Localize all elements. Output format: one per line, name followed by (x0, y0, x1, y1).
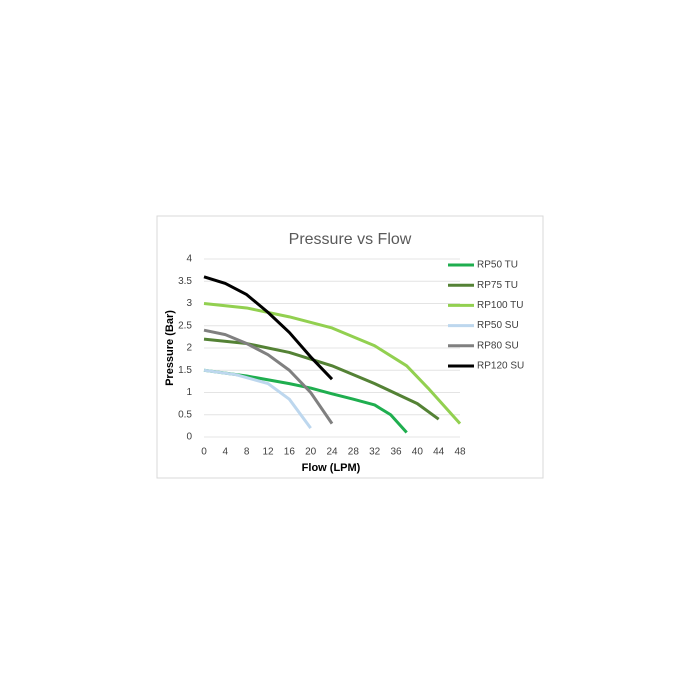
series-line (203, 302, 462, 425)
y-tick-label: 3 (186, 298, 192, 309)
legend-label: RP50 SU (477, 320, 519, 331)
y-axis-title: Pressure (Bar) (164, 310, 176, 386)
y-tick-label: 0 (186, 432, 192, 443)
legend-label: RP100 TU (477, 300, 524, 311)
x-tick-label: 32 (369, 447, 381, 458)
chart-title: Pressure vs Flow (289, 231, 412, 248)
legend-label: RP75 TU (477, 280, 518, 291)
x-tick-label: 36 (390, 447, 402, 458)
x-tick-label: 24 (326, 447, 338, 458)
legend-label: RP120 SU (477, 361, 524, 372)
x-tick-label: 16 (284, 447, 296, 458)
y-tick-label: 2.5 (178, 320, 192, 331)
x-tick-label: 20 (305, 447, 317, 458)
y-tick-label: 2 (186, 343, 192, 354)
series-line (203, 275, 334, 381)
y-tick-label: 0.5 (178, 409, 192, 420)
legend-label: RP50 TU (477, 260, 518, 271)
x-tick-label: 8 (244, 447, 250, 458)
x-tick-label: 44 (433, 447, 445, 458)
x-tick-label: 4 (223, 447, 229, 458)
series-line (203, 368, 312, 429)
legend-label: RP80 SU (477, 340, 519, 351)
x-tick-label: 0 (201, 447, 207, 458)
y-tick-label: 4 (186, 254, 192, 265)
x-tick-label: 40 (412, 447, 424, 458)
x-tick-label: 48 (454, 447, 466, 458)
x-tick-label: 12 (262, 447, 274, 458)
y-tick-label: 1.5 (178, 365, 192, 376)
y-tick-label: 3.5 (178, 276, 192, 287)
series-line (203, 328, 334, 425)
x-axis-title: Flow (LPM) (302, 462, 361, 474)
y-tick-label: 1 (186, 387, 192, 398)
chart-frame (156, 215, 544, 479)
series-line (203, 368, 408, 434)
x-tick-label: 28 (348, 447, 360, 458)
